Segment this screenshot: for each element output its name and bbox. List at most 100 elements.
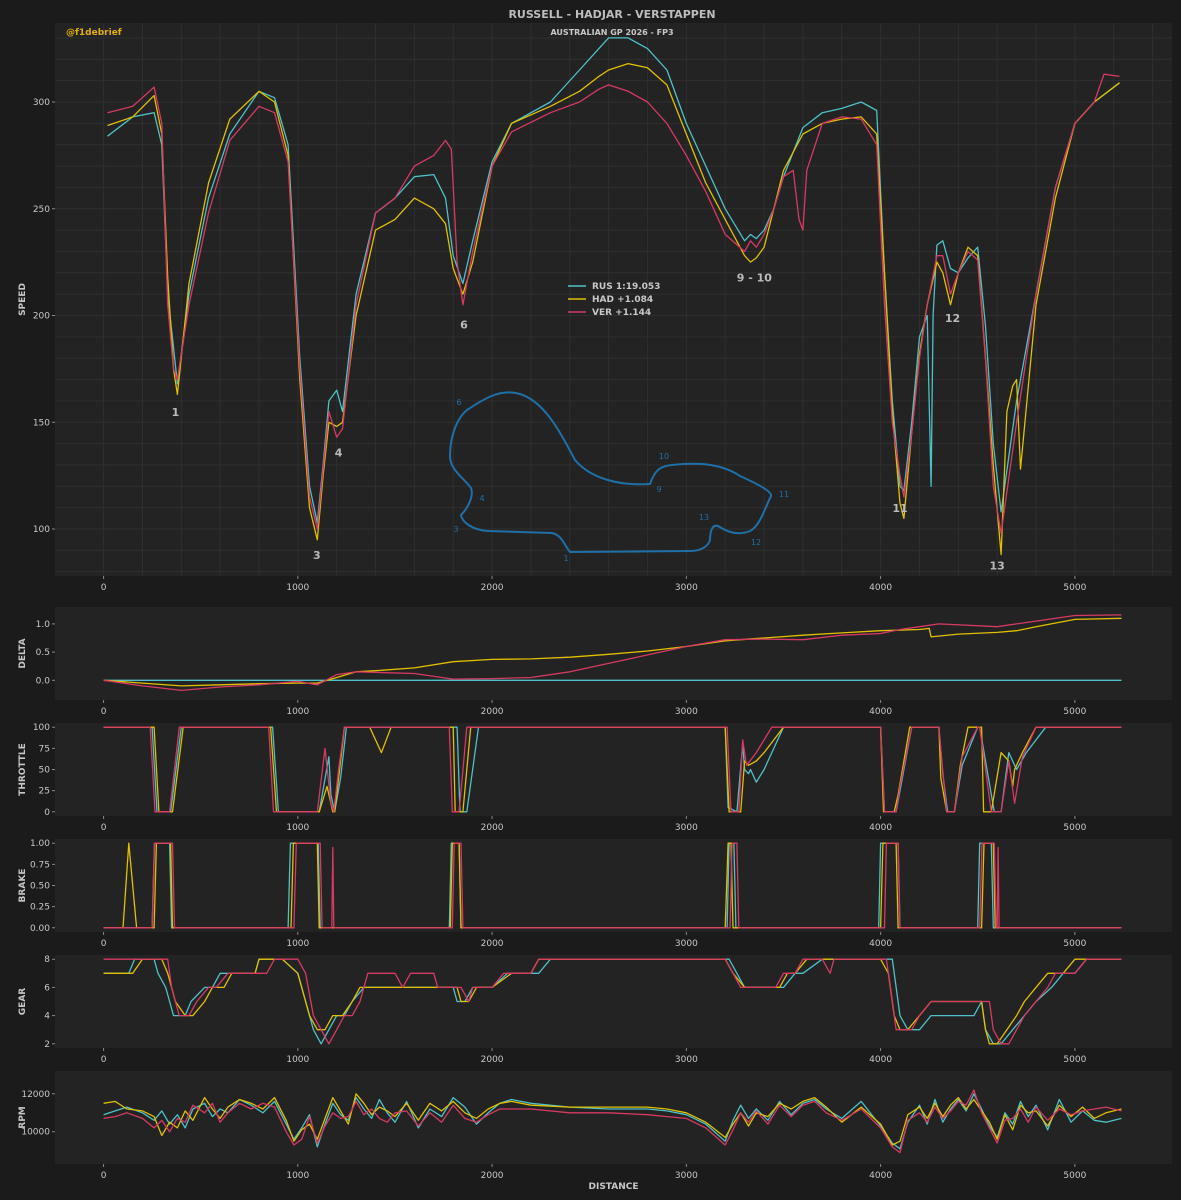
x-tick-label: 3000 [675,1171,698,1181]
x-tick-label: 5000 [1063,939,1086,949]
x-tick-label: 2000 [481,1171,504,1181]
track-map-corner-label: 12 [751,538,761,547]
y-tick-label: 250 [33,205,50,215]
x-tick-label: 0 [101,1171,107,1181]
corner-label: 9 - 10 [737,271,773,284]
series-line-had [103,617,1122,687]
x-tick-label: 3000 [675,707,698,717]
legend-entry: RUS 1:19.053 [592,282,660,292]
y-axis-label: THROTTLE [18,743,28,796]
panel-delta: 0 1000 2000 3000 4000 5000 0.0 0.5 1.0 DELTA [18,607,1172,717]
y-tick-label: 150 [33,418,50,428]
panel-gear: 0 1000 2000 3000 4000 5000 2 4 6 8 GEAR [18,955,1172,1065]
corner-label: 13 [990,560,1005,573]
panel-throttle: 0 1000 2000 3000 4000 5000 0 25 50 75 100 THROTTLE [18,723,1172,833]
track-map-corner-label: 9 [656,485,661,494]
track-map-corner-label: 6 [456,398,461,407]
watermark-text: @f1debrief [66,28,122,38]
y-tick-label: 0.0 [36,676,51,686]
x-tick-label: 2000 [481,1055,504,1065]
panel-background [55,23,1172,576]
y-tick-label: 0.25 [30,903,50,913]
track-map-corner-label: 13 [699,513,709,522]
corner-label: 1 [172,406,180,419]
x-tick-label: 4000 [869,707,892,717]
y-tick-label: 0.5 [36,648,50,658]
x-tick-label: 1000 [286,1055,309,1065]
series-line-had [103,958,1122,1045]
y-tick-label: 200 [33,312,50,322]
x-tick-label: 0 [101,583,107,593]
y-tick-label: 0 [44,808,50,818]
x-tick-label: 5000 [1063,1171,1086,1181]
x-tick-label: 4000 [869,1055,892,1065]
y-axis-label: SPEED [18,283,28,316]
series-line-ver [107,73,1120,534]
corner-label: 12 [945,312,960,325]
y-tick-label: 12000 [21,1090,50,1100]
corner-label: 3 [313,549,321,562]
y-tick-label: 100 [33,525,50,535]
x-tick-label: 2000 [481,823,504,833]
series-line-had [103,726,1122,813]
series-line-had [103,1093,1122,1146]
x-tick-label: 0 [101,939,107,949]
series-line-ver [103,958,1122,1045]
x-tick-label: 3000 [675,939,698,949]
panel-rpm: 0 1000 2000 3000 4000 5000 10000 12000 RPM DISTAN… [18,1071,1172,1192]
x-tick-label: 0 [101,707,107,717]
x-tick-label: 2000 [481,707,504,717]
x-tick-label: 0 [101,1055,107,1065]
x-tick-label: 4000 [869,1171,892,1181]
y-tick-label: 50 [39,766,51,776]
corner-label: 11 [892,502,907,515]
series-line-ver [103,726,1122,813]
chart-title: RUSSELL - HADJAR - VERSTAPPEN [508,8,715,21]
panel-brake: 0 1000 2000 3000 4000 5000 0.00 0.25 0.50 0.75 1.0… [18,839,1172,949]
track-map-outline [448,391,772,554]
panel-background [55,839,1172,932]
panels: 0 1000 2000 3000 4000 5000100150200250300SPEE… [18,23,1172,1192]
series-line-rus [107,37,1120,524]
corner-label: 6 [460,318,468,331]
x-tick-label: 3000 [675,1055,698,1065]
y-tick-label: 4 [44,1012,50,1022]
legend-entry: HAD +1.084 [592,295,653,305]
y-tick-label: 0.00 [30,924,50,934]
x-tick-label: 5000 [1063,707,1086,717]
panel-speed: 0 1000 2000 3000 4000 5000 100 150 200 250 300 SPEE… [18,23,1172,593]
legend-entry: VER +1.144 [592,308,651,318]
y-tick-label: 300 [33,98,50,108]
track-map-corner-label: 1 [563,554,568,563]
y-tick-label: 10000 [21,1128,50,1138]
x-tick-label: 1000 [286,939,309,949]
corner-label: 4 [335,446,343,459]
y-tick-label: 6 [44,983,50,993]
speed-panel-annotations: AUSTRALIAN GP 2026 - FP3@f1debrief13469 … [66,28,1005,573]
x-tick-label: 2000 [481,939,504,949]
x-tick-label: 3000 [675,583,698,593]
y-tick-label: 0.75 [30,860,50,870]
series-line-ver [103,842,1122,929]
y-axis-label: DELTA [18,638,28,668]
x-tick-label: 3000 [675,823,698,833]
y-tick-label: 8 [44,955,50,965]
series-line-ver [103,614,1122,692]
x-axis-label: DISTANCE [589,1182,639,1192]
x-tick-label: 2000 [481,583,504,593]
y-tick-label: 1.0 [36,620,51,630]
track-map-corner-label: 11 [779,490,789,499]
x-tick-label: 5000 [1063,823,1086,833]
x-tick-label: 5000 [1063,1055,1086,1065]
x-tick-label: 4000 [869,939,892,949]
y-tick-label: 25 [39,787,50,797]
y-tick-label: 0.50 [30,882,50,892]
y-tick-label: 2 [44,1040,50,1050]
x-tick-label: 5000 [1063,583,1086,593]
y-axis-label: BRAKE [18,869,28,903]
legend: RUS 1:19.053 HAD +1.084 VER +1.144 [568,282,660,318]
x-tick-label: 1000 [286,1171,309,1181]
y-tick-label: 100 [33,723,50,733]
